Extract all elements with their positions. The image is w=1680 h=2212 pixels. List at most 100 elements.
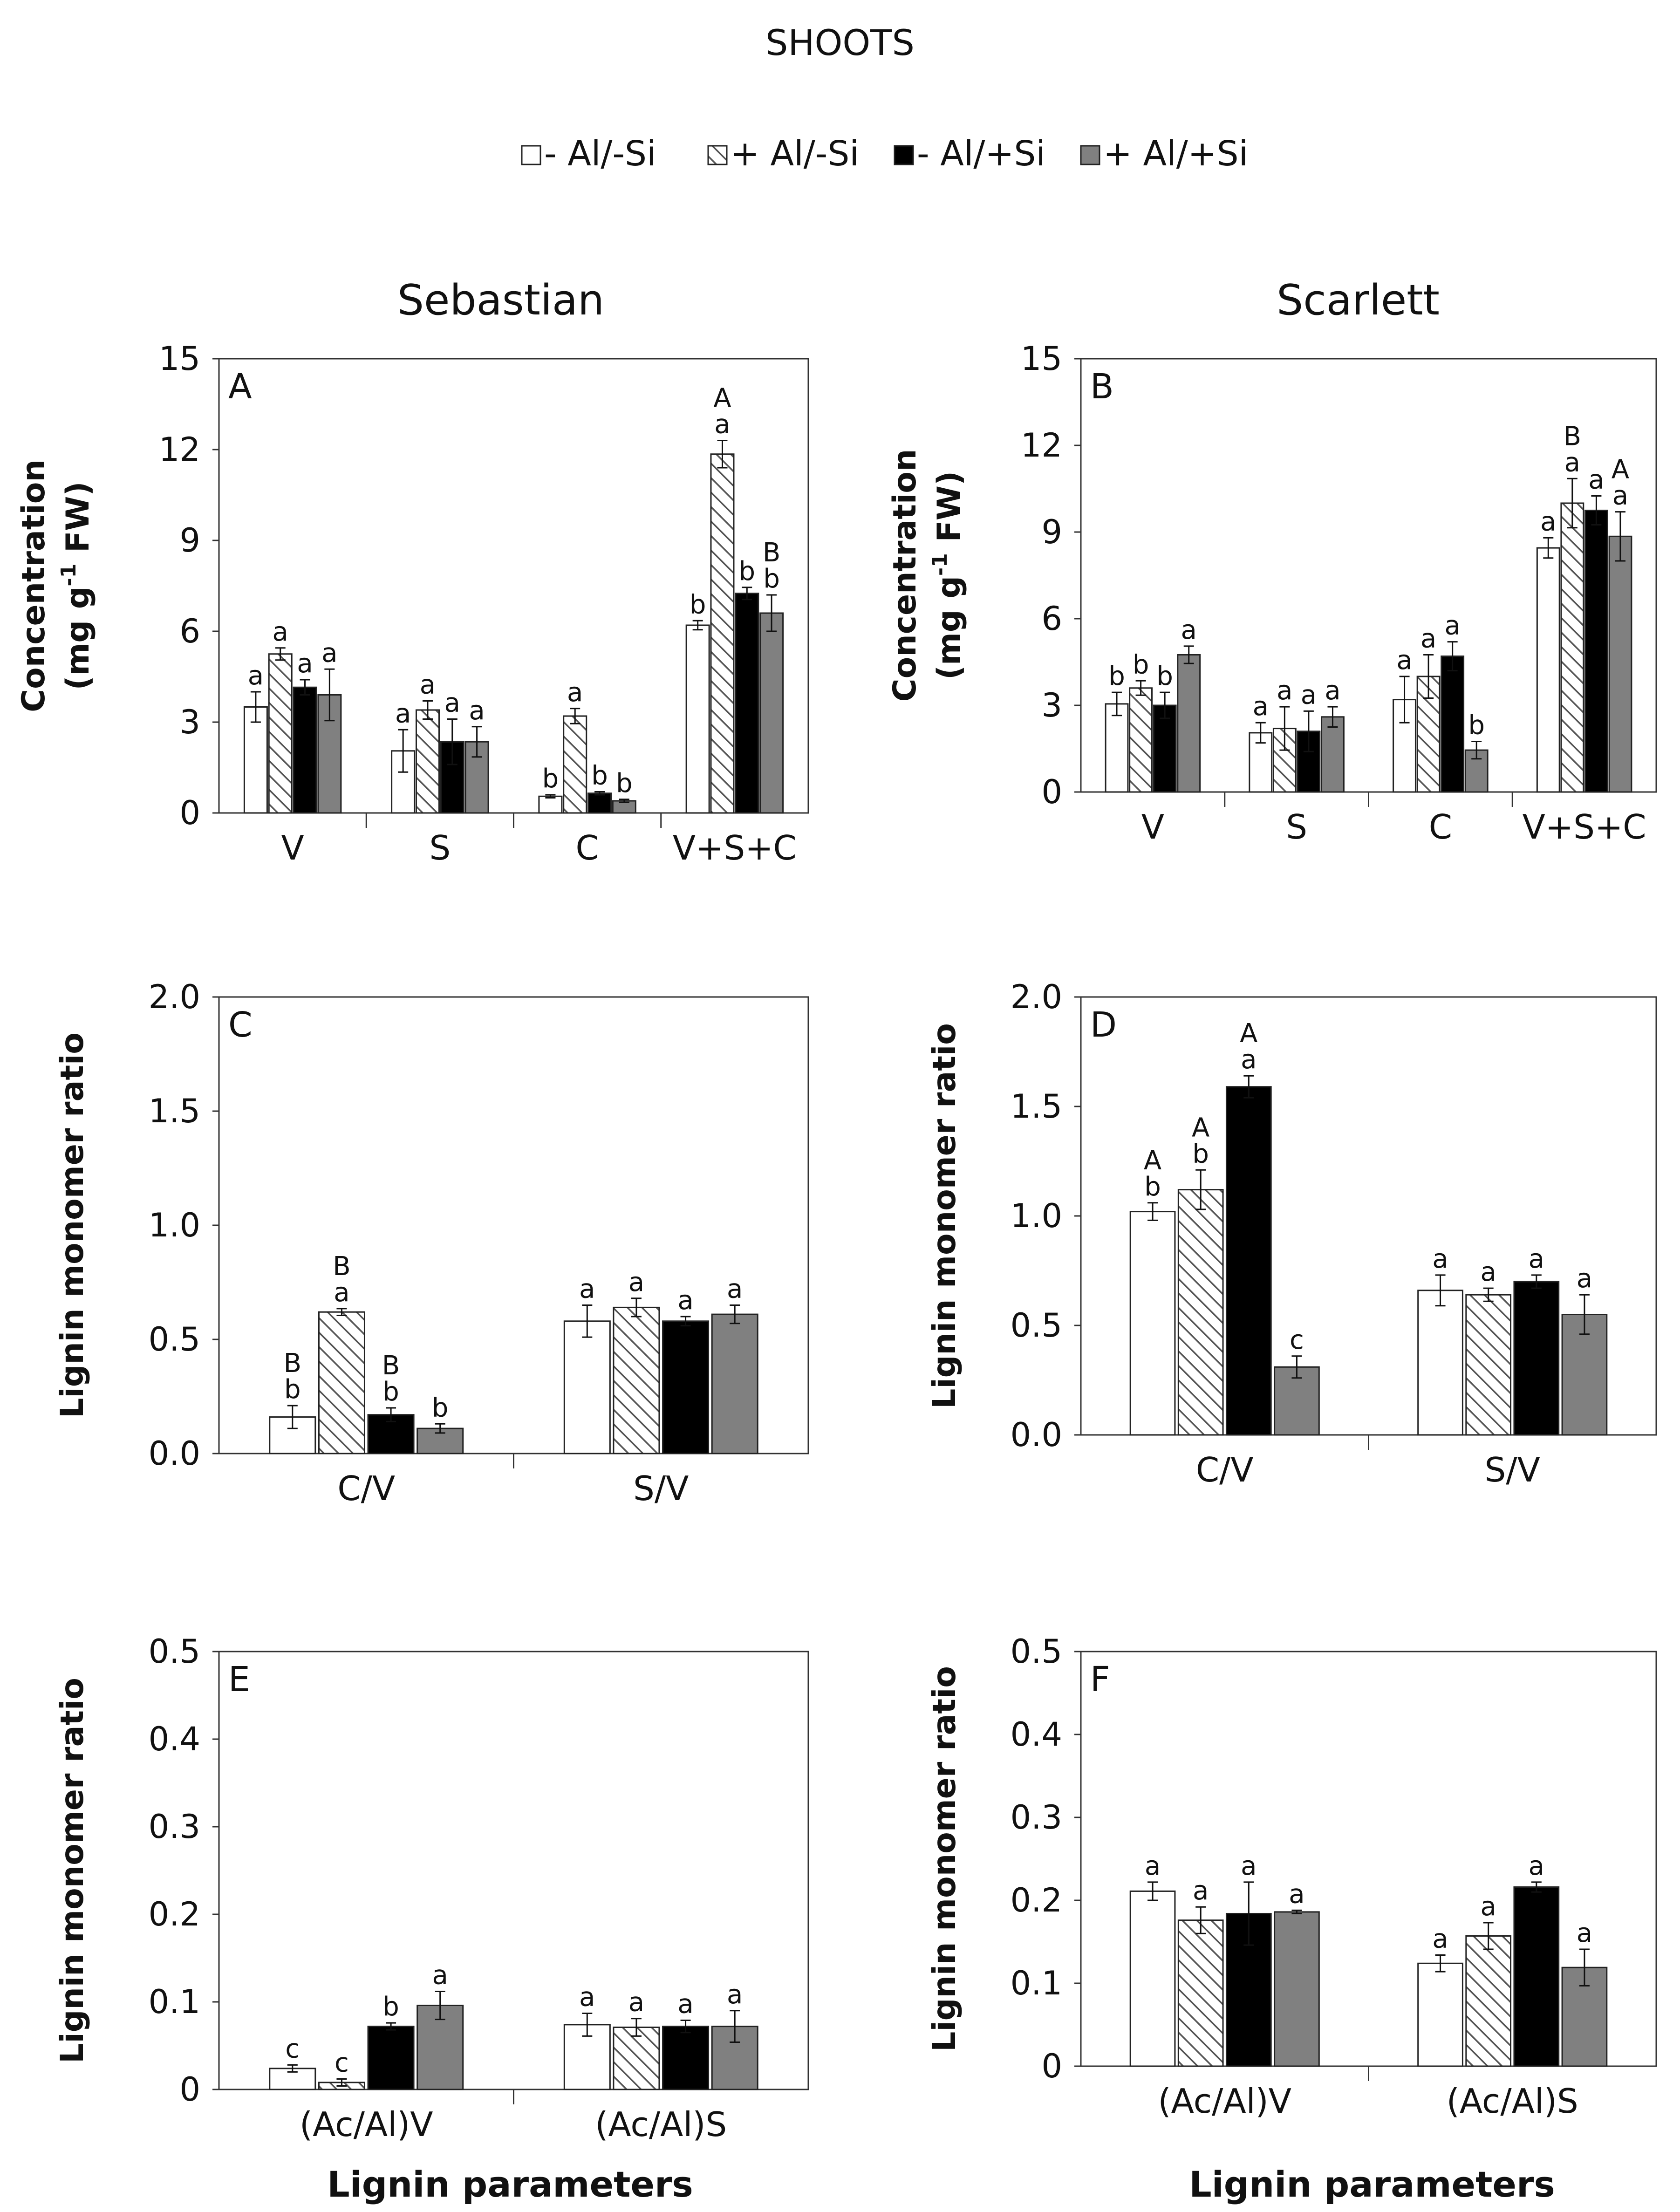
y-tick-label: 1.0 (149, 1206, 200, 1244)
legend-swatch (1080, 145, 1100, 165)
error-bar (1447, 641, 1458, 672)
significance-label: a (1325, 676, 1340, 706)
error-bar (287, 1405, 298, 1429)
bar (268, 653, 293, 814)
significance-label: a (1481, 1891, 1496, 1922)
significance-label: a (444, 688, 460, 718)
error-bar (631, 2018, 642, 2037)
error-bar (1579, 1948, 1590, 1987)
error-bar (447, 718, 458, 765)
y-tick-label: 3 (1041, 686, 1062, 724)
legend-label: - Al/-Si (544, 134, 656, 174)
category-label: V (1141, 807, 1164, 847)
significance-label: b (1192, 1139, 1209, 1169)
y-tick-label: 0.5 (149, 1632, 200, 1671)
bar (1321, 716, 1345, 793)
bar (318, 1311, 365, 1454)
y-tick-label: 1.0 (1011, 1197, 1062, 1235)
bar (662, 2026, 710, 2090)
error-bar (1160, 691, 1170, 719)
error-bar (1579, 1294, 1590, 1335)
bar (391, 750, 416, 814)
bar (1417, 1962, 1463, 2067)
error-bar (1135, 680, 1146, 696)
error-bar (1567, 478, 1578, 529)
error-bar (1147, 1881, 1158, 1901)
significance-label: A (1240, 1018, 1257, 1049)
y-tick-label: 0.4 (149, 1720, 200, 1758)
y-tick-label: 12 (159, 430, 200, 469)
error-bar (336, 2078, 347, 2087)
error-bar (1147, 1202, 1158, 1221)
y-tick-label: 0 (179, 2070, 200, 2109)
significance-label: a (273, 617, 288, 647)
significance-label: a (567, 677, 583, 708)
significance-label: b (1156, 661, 1173, 691)
category-label: C (1429, 807, 1452, 847)
figure-title: SHOOTS (765, 22, 915, 63)
bar (710, 453, 735, 814)
bar (1536, 547, 1560, 793)
significance-label: b (382, 1377, 399, 1407)
error-bar (471, 726, 482, 758)
error-bar (422, 700, 433, 720)
error-bar (324, 668, 335, 722)
bar (1441, 655, 1465, 793)
significance-label: a (395, 698, 411, 729)
bar (1465, 1935, 1512, 2067)
error-bar (717, 440, 728, 469)
significance-label: B (763, 538, 780, 568)
error-bar (435, 1990, 445, 2021)
bar (613, 2027, 660, 2090)
error-bar (386, 1407, 396, 1422)
y-axis-unit: (mg g-1 FW) (57, 481, 96, 690)
significance-label: a (248, 661, 264, 691)
significance-label: a (1145, 1851, 1161, 1881)
bar (1465, 1294, 1512, 1436)
category-label: S (430, 828, 451, 867)
significance-label: b (690, 589, 706, 620)
panel-letter: D (1090, 1005, 1117, 1045)
significance-label: a (1289, 1879, 1304, 1909)
error-bar (766, 594, 777, 632)
bar (538, 795, 563, 814)
x-axis-label-right: Lignin parameters (1189, 2164, 1555, 2205)
y-axis-label: Lignin monomer ratio (926, 1023, 963, 1409)
significance-label: a (1481, 1257, 1496, 1287)
legend-item: + Al/-Si (707, 134, 859, 174)
error-bar (1243, 1881, 1254, 1946)
y-tick-label: 0.3 (149, 1808, 200, 1846)
legend-item: - Al/+Si (894, 134, 1045, 174)
legend-swatch (894, 145, 914, 165)
bar (759, 612, 784, 814)
significance-label: a (334, 1277, 349, 1308)
y-tick-label: 1.5 (1011, 1087, 1062, 1126)
y-axis-label: Lignin monomer ratio (926, 1666, 963, 2052)
panel-letter: C (228, 1005, 253, 1045)
legend-label: - Al/+Si (917, 134, 1045, 174)
y-tick-label: 12 (1021, 426, 1062, 464)
y-tick-label: 6 (179, 612, 200, 650)
x-axis-label-left: Lignin parameters (327, 2164, 693, 2205)
category-label: C/V (1196, 1450, 1254, 1489)
error-bar (336, 1308, 347, 1317)
y-tick-label: 6 (1041, 600, 1062, 638)
significance-label: a (1277, 676, 1292, 706)
bar (662, 1320, 710, 1454)
error-bar (287, 2064, 298, 2073)
y-tick-label: 1.5 (149, 1092, 200, 1130)
significance-label: a (1588, 465, 1604, 495)
bar (1608, 535, 1632, 793)
category-label: (Ac/Al)V (300, 2105, 433, 2144)
category-label: C (575, 828, 599, 867)
error-bar (1435, 1954, 1446, 1973)
bar (711, 1313, 758, 1454)
y-tick-label: 9 (179, 521, 200, 560)
significance-label: a (1577, 1918, 1592, 1948)
y-tick-label: 0.2 (149, 1895, 200, 1933)
y-tick-label: 0.5 (1011, 1306, 1062, 1345)
significance-label: A (1144, 1146, 1161, 1176)
significance-label: a (469, 696, 485, 726)
